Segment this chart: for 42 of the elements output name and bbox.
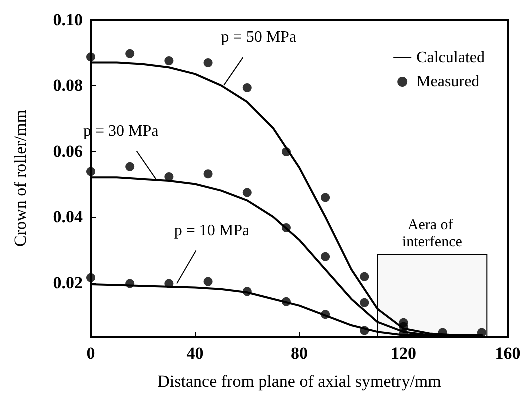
- point: [360, 272, 370, 282]
- y-tick-label: 0.06: [53, 142, 83, 161]
- point: [204, 58, 213, 68]
- point: [164, 56, 174, 66]
- point: [360, 326, 370, 336]
- point: [282, 223, 291, 232]
- point: [321, 252, 330, 262]
- point: [321, 310, 330, 320]
- x-tick-label: 120: [391, 344, 416, 363]
- point: [399, 329, 408, 338]
- point: [164, 279, 174, 288]
- y-tick-label: 0.02: [53, 273, 83, 292]
- point: [438, 328, 448, 338]
- x-axis-title: Distance from plane of axial symetry/mm: [158, 372, 442, 391]
- point: [126, 279, 135, 288]
- point: [282, 148, 291, 157]
- point: [242, 84, 252, 92]
- x-tick-label: 160: [495, 344, 521, 363]
- point: [477, 328, 486, 338]
- point: [86, 167, 96, 176]
- x-tick-label: 0: [86, 344, 96, 363]
- band-label: Aera of interfence: [402, 218, 463, 251]
- point: [282, 297, 291, 306]
- point: [126, 49, 135, 58]
- point: [242, 287, 252, 296]
- point: [204, 277, 213, 286]
- x-tick-label: 40: [186, 344, 204, 363]
- legend-label: Calculated: [416, 50, 486, 66]
- y-tick-label: 0.10: [53, 10, 83, 30]
- point: [242, 188, 252, 198]
- point: [204, 170, 213, 179]
- point: [321, 193, 330, 202]
- point: [86, 52, 96, 62]
- annotation: p = 10 MPa: [174, 222, 250, 240]
- legend-label: Measured: [416, 74, 480, 90]
- annotation: p = 50 MPa: [221, 29, 297, 46]
- y-tick-label: 0.08: [53, 76, 83, 96]
- y-axis-title: Crown of roller/mm: [11, 110, 30, 247]
- point: [360, 298, 370, 308]
- x-tick-label: 80: [291, 344, 308, 363]
- point: [126, 162, 135, 172]
- y-tick-label: 0.04: [53, 208, 84, 227]
